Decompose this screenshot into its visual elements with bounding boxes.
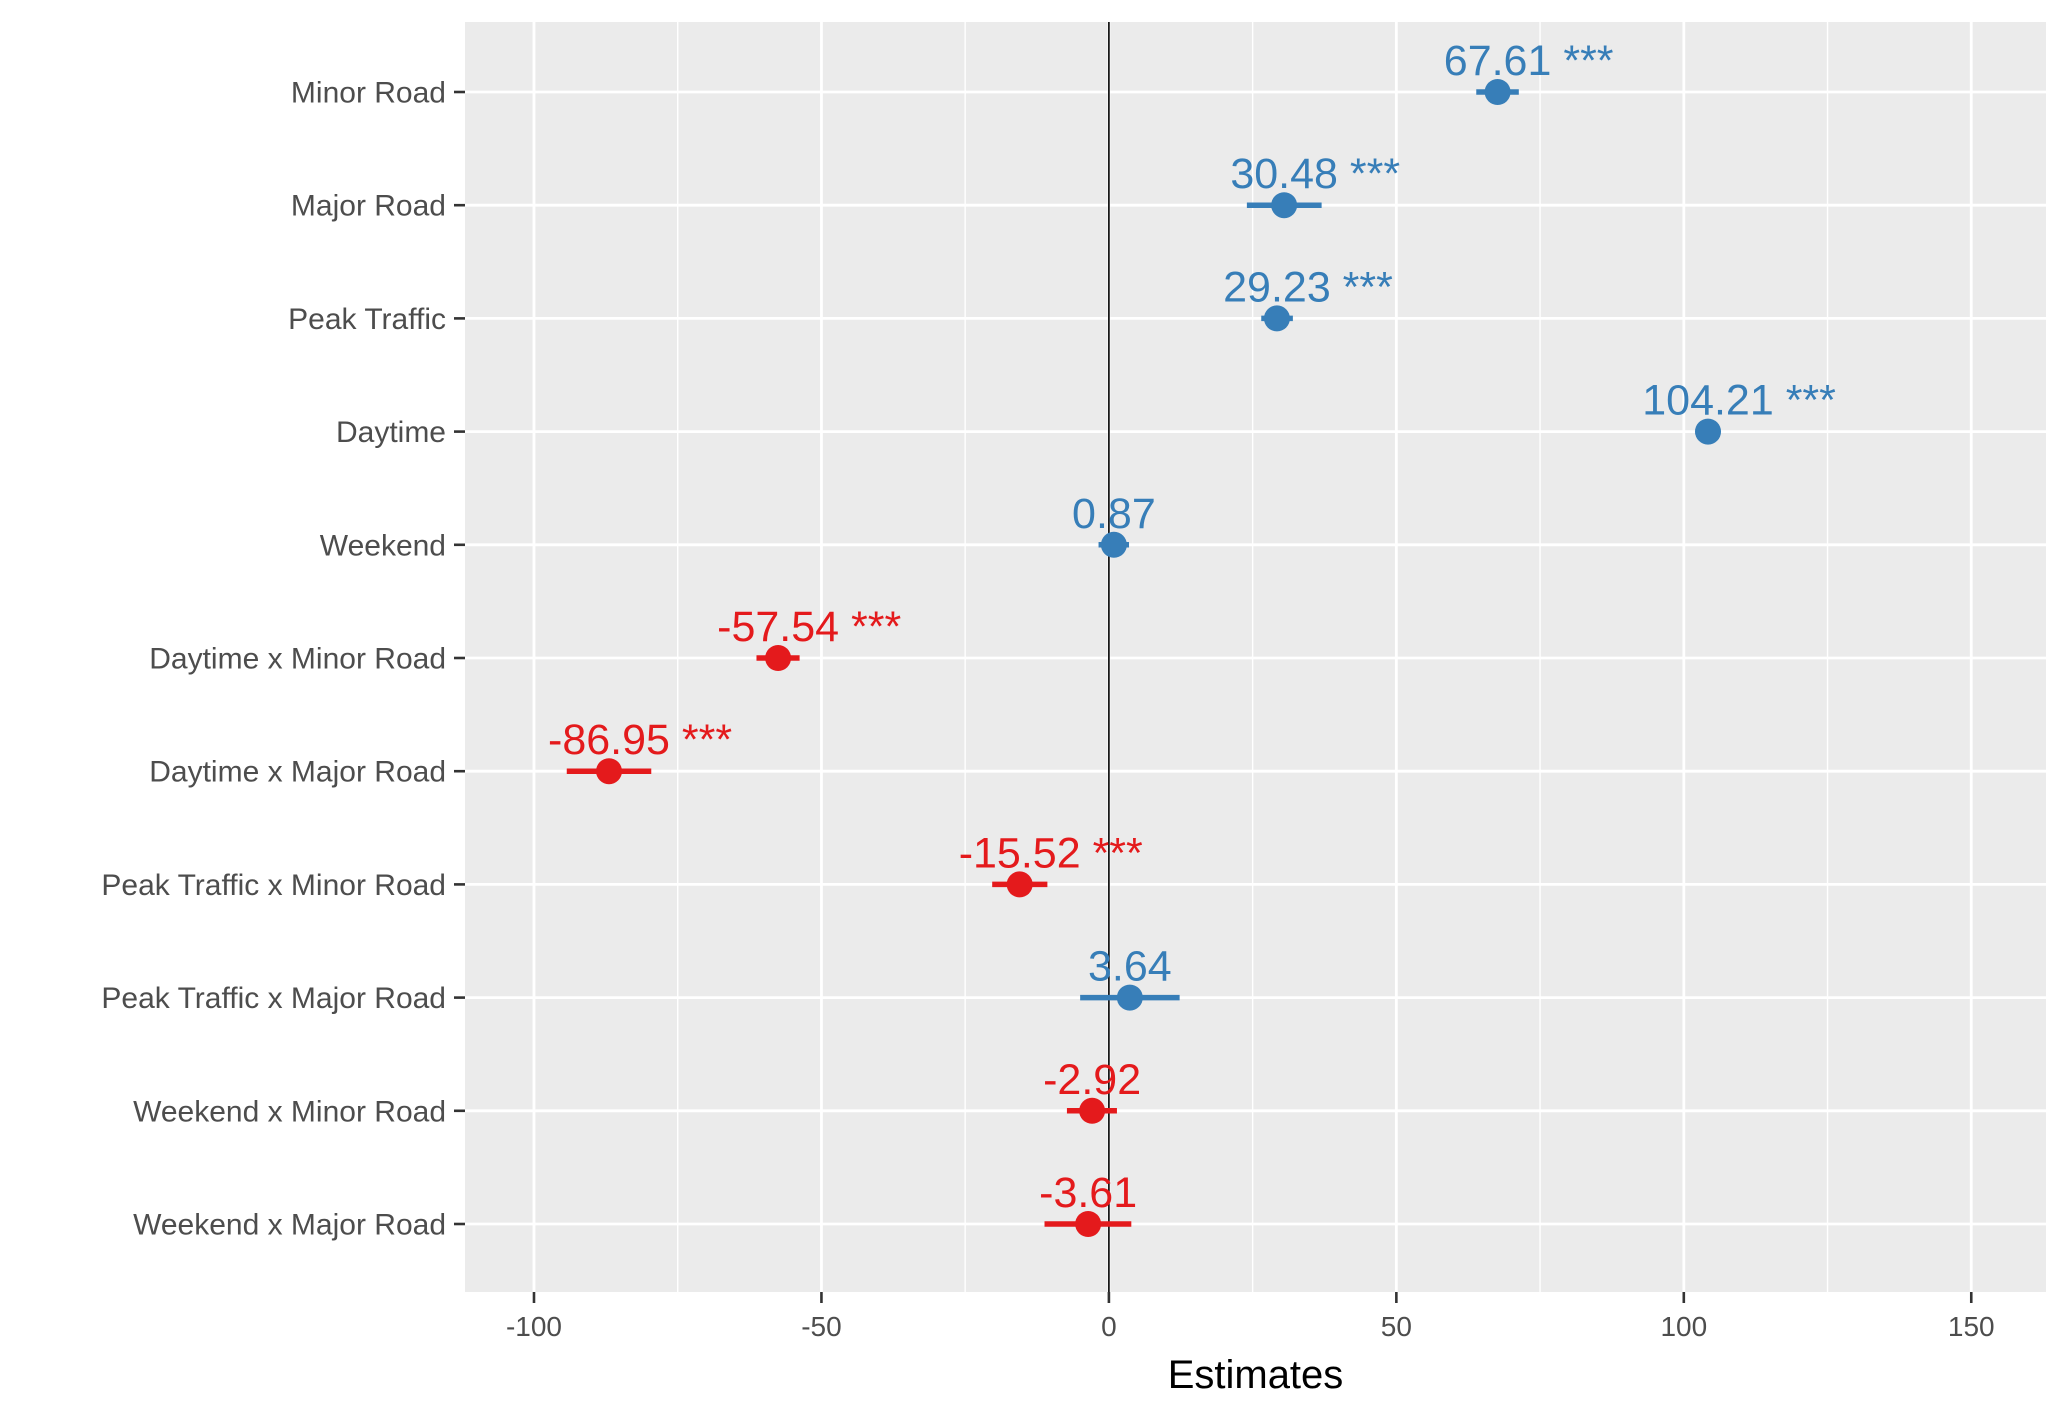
y-tick-label: Daytime (336, 416, 446, 449)
x-tick-label: 50 (1381, 1311, 1412, 1342)
estimate-label: 67.61 *** (1444, 37, 1614, 85)
estimate-label: -57.54 *** (717, 603, 901, 651)
y-tick-label: Peak Traffic x Minor Road (101, 869, 446, 902)
y-tick-label: Weekend (320, 529, 446, 562)
y-tick-label: Peak Traffic (288, 303, 446, 336)
x-tick-label: -50 (801, 1311, 841, 1342)
estimate-label: 3.64 (1088, 943, 1172, 991)
estimate-point (1484, 79, 1511, 105)
estimate-label: -2.92 (1043, 1056, 1141, 1104)
x-tick-label: 150 (1948, 1311, 1995, 1342)
estimate-label: -15.52 *** (959, 829, 1143, 877)
estimate-label: -3.61 (1039, 1169, 1137, 1217)
estimate-point (1100, 531, 1127, 558)
estimate-point (1271, 192, 1298, 219)
estimate-point (765, 645, 792, 671)
estimate-label: 104.21 *** (1642, 377, 1836, 425)
estimate-label: 0.87 (1072, 490, 1156, 538)
estimate-label: 29.23 *** (1223, 263, 1393, 311)
x-tick-label: 0 (1101, 1311, 1117, 1342)
estimate-point (1079, 1097, 1106, 1124)
y-tick-label: Minor Road (291, 77, 446, 110)
x-axis-title: Estimates (1168, 1353, 1344, 1397)
y-tick-label: Daytime x Minor Road (149, 643, 446, 676)
y-tick-label: Major Road (291, 190, 446, 223)
estimate-point (1116, 984, 1143, 1011)
estimate-point (1695, 418, 1722, 445)
estimate-label: -86.95 *** (548, 716, 732, 764)
x-tick-label: 100 (1660, 1311, 1707, 1342)
x-tick-label: -100 (506, 1311, 562, 1342)
y-tick-label: Daytime x Major Road (149, 756, 446, 789)
estimate-point (1075, 1211, 1102, 1237)
estimate-point (1006, 871, 1033, 898)
y-tick-label: Weekend x Minor Road (133, 1095, 446, 1128)
estimate-label: 30.48 *** (1230, 150, 1400, 198)
y-tick-label: Peak Traffic x Major Road (101, 982, 446, 1015)
estimate-point (596, 758, 623, 785)
estimate-point (1263, 305, 1290, 332)
y-tick-label: Weekend x Major Road (133, 1209, 446, 1242)
